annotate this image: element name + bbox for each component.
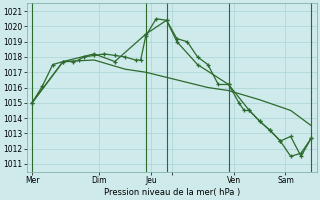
X-axis label: Pression niveau de la mer( hPa ): Pression niveau de la mer( hPa ) [104, 188, 240, 197]
